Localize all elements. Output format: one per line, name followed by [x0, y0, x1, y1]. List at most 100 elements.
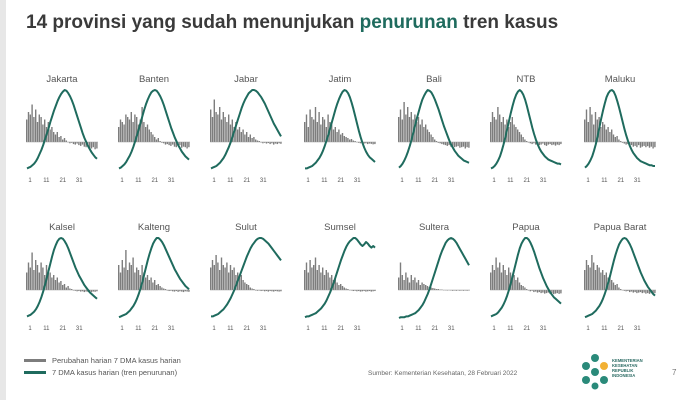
daily-change-bar — [367, 142, 369, 145]
daily-change-bar — [513, 275, 515, 290]
daily-change-bar — [544, 290, 546, 294]
province-chart: 1 11 21 31 — [584, 89, 656, 184]
daily-change-bar — [314, 257, 317, 290]
daily-change-bar — [141, 265, 143, 290]
daily-change-bar — [529, 142, 531, 144]
daily-change-bar — [60, 136, 62, 142]
daily-change-bar — [51, 277, 53, 290]
daily-change-bar — [600, 127, 602, 142]
daily-change-bar — [327, 272, 329, 290]
daily-change-bar — [407, 277, 409, 290]
x-tick-label: 21 — [431, 326, 438, 332]
daily-change-bar — [612, 134, 615, 142]
daily-change-bar — [398, 277, 400, 290]
title-suffix: tren kasus — [463, 12, 559, 33]
daily-change-bar — [175, 142, 177, 148]
page-number: 7 — [672, 368, 677, 377]
x-tick-label: 11 — [321, 178, 328, 184]
daily-change-bar — [35, 260, 37, 290]
daily-change-bar — [27, 112, 30, 142]
daily-change-bar — [410, 112, 412, 142]
daily-change-bar — [27, 262, 30, 290]
daily-change-bar — [522, 137, 524, 142]
daily-change-bar — [334, 277, 336, 290]
daily-change-bar — [136, 117, 138, 142]
x-tick-label: 21 — [337, 326, 344, 332]
daily-change-bar — [517, 277, 519, 290]
small-multiples-grid: Jakarta 1 11 21 31 Banten 1 11 21 31 Jabar 1 11 21 31 J… — [26, 74, 656, 332]
province-name: Jabar — [234, 74, 258, 85]
daily-change-bar — [51, 127, 53, 142]
source-note: Sumber: Kementerian Kesehatan, 28 Februa… — [368, 370, 518, 377]
daily-change-bar — [134, 114, 136, 142]
daily-change-bar — [42, 267, 44, 290]
x-tick-label: 11 — [135, 326, 142, 332]
daily-change-bar — [130, 265, 132, 290]
daily-change-bar — [273, 290, 275, 292]
daily-change-bar — [213, 99, 215, 142]
daily-change-bar — [329, 277, 331, 290]
province-name: Sulut — [235, 222, 257, 233]
x-tick-label: 31 — [634, 326, 641, 332]
legend-label-bars: Perubahan harian 7 DMA kasus harian — [52, 355, 181, 365]
daily-change-bar — [643, 142, 645, 146]
trend-line — [398, 237, 470, 319]
daily-change-bar — [274, 142, 277, 144]
daily-change-bar — [560, 142, 562, 145]
daily-change-bar — [231, 119, 233, 142]
daily-change-bar — [175, 290, 177, 292]
daily-change-bar — [403, 102, 405, 142]
daily-change-bar — [338, 129, 340, 142]
daily-change-bar — [636, 142, 638, 148]
daily-change-bar — [267, 142, 269, 144]
daily-change-bar — [493, 270, 495, 290]
daily-change-bar — [229, 124, 232, 142]
daily-change-bar — [139, 275, 141, 290]
x-tick-label: 21 — [243, 178, 250, 184]
daily-change-bar — [159, 286, 161, 290]
daily-change-bar — [130, 112, 132, 142]
daily-change-bar — [145, 127, 147, 142]
daily-change-bar — [121, 260, 123, 290]
daily-change-bar — [511, 277, 513, 290]
logo-text-line: KESEHATAN — [612, 363, 638, 368]
daily-change-bar — [325, 127, 327, 142]
daily-change-bar — [58, 282, 60, 290]
daily-change-bar — [36, 265, 39, 290]
daily-change-bar — [466, 142, 468, 148]
daily-change-bar — [607, 127, 609, 142]
daily-change-bar — [309, 109, 311, 142]
daily-change-bar — [157, 284, 159, 290]
daily-change-bar — [554, 290, 557, 294]
daily-change-bar — [587, 122, 589, 142]
daily-change-bar — [172, 290, 174, 292]
daily-change-bar — [639, 142, 642, 148]
daily-change-bar — [56, 277, 58, 290]
x-tick-label: 1 — [400, 326, 404, 332]
daily-change-bar — [336, 282, 338, 290]
title-accent: penurunan — [359, 12, 458, 33]
daily-change-bar — [347, 138, 349, 142]
daily-change-bar — [242, 129, 244, 142]
daily-change-bar — [148, 280, 150, 290]
daily-change-bar — [461, 142, 463, 148]
daily-change-bar — [611, 129, 613, 142]
daily-change-bar — [155, 285, 158, 290]
daily-change-bar — [542, 142, 544, 144]
daily-change-bar — [432, 137, 434, 142]
x-tick-label: 31 — [634, 178, 641, 184]
daily-change-bar — [509, 122, 512, 142]
daily-change-bar — [531, 290, 533, 291]
daily-change-bar — [231, 270, 233, 290]
daily-change-bar — [593, 262, 595, 290]
daily-change-bar — [72, 142, 75, 145]
daily-change-bar — [222, 112, 224, 142]
daily-change-bar — [538, 290, 540, 293]
daily-change-bar — [35, 109, 37, 142]
daily-change-bar — [26, 272, 28, 290]
daily-change-bar — [558, 290, 560, 294]
daily-change-bar — [69, 288, 71, 290]
daily-change-bar — [31, 252, 33, 290]
daily-change-bar — [444, 142, 447, 146]
province-name: Sultera — [418, 222, 450, 233]
